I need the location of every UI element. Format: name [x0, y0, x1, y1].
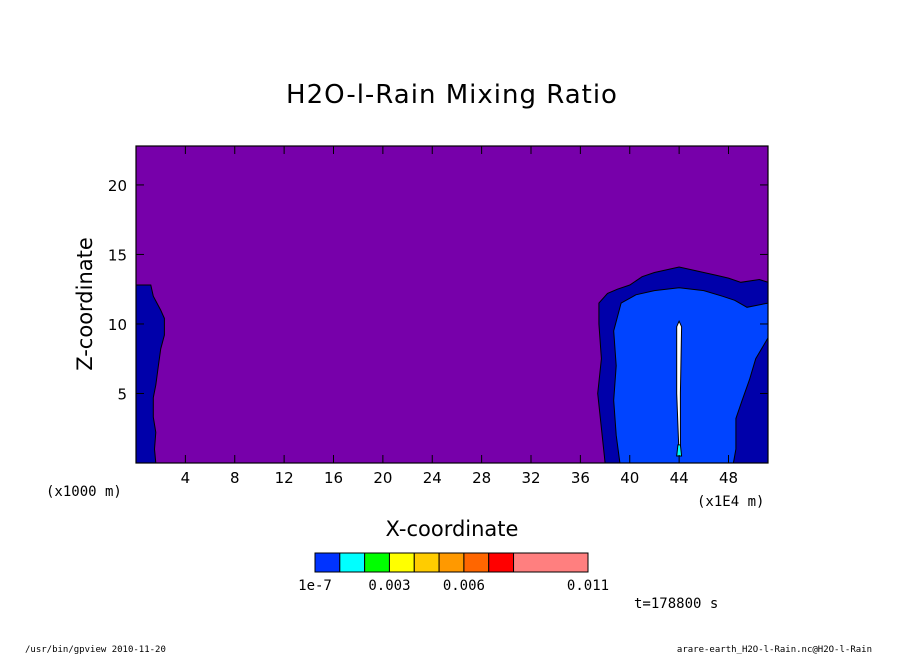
x-tick-label: 36	[571, 469, 590, 487]
plot-frame	[135, 145, 769, 464]
x-tick-label: 16	[324, 469, 343, 487]
region-shaft-base	[676, 444, 683, 457]
x-tick-label: 20	[373, 469, 392, 487]
colorbar: 1e-7 0.003 0.006 0.011	[298, 552, 609, 594]
x-tick-label: 44	[670, 469, 689, 487]
x-tick-label: 28	[472, 469, 491, 487]
colorbar-label: 0.011	[567, 578, 609, 594]
colorbar-swatch	[438, 552, 465, 573]
region-left-edge-rain	[135, 284, 165, 464]
x-unit-left: (x1000 m)	[46, 484, 122, 500]
colorbar-swatch	[463, 552, 490, 573]
colorbar-label: 0.006	[443, 578, 485, 594]
footer-right: arare-earth_H2O-l-Rain.nc@H2O-l-Rain	[677, 645, 872, 654]
x-tick-label: 48	[719, 469, 738, 487]
colorbar-swatch	[513, 552, 589, 573]
chart-title: H2O-l-Rain Mixing Ratio	[286, 80, 618, 110]
x-tick-label: 12	[275, 469, 294, 487]
footer-left: /usr/bin/gpview 2010-11-20	[25, 645, 166, 654]
colorbar-swatch	[314, 552, 341, 573]
colorbar-label: 0.003	[368, 578, 410, 594]
y-axis-label: Z-coordinate	[73, 237, 97, 371]
colorbar-swatch	[488, 552, 515, 573]
x-tick-label: 8	[230, 469, 240, 487]
y-tick-label: 20	[108, 177, 127, 195]
colorbar-label: 1e-7	[298, 578, 332, 594]
region-right-cloud-inner	[613, 287, 769, 464]
colorbar-swatch	[364, 552, 390, 573]
x-tick-label: 40	[620, 469, 639, 487]
time-annotation: t=178800 s	[634, 596, 718, 612]
colorbar-swatch	[339, 552, 366, 573]
colorbar-swatch	[413, 552, 440, 573]
x-unit-right: (x1E4 m)	[697, 494, 764, 510]
colorbar-swatch	[388, 552, 415, 573]
x-axis-label: X-coordinate	[386, 517, 519, 541]
x-tick-label: 24	[423, 469, 442, 487]
x-tick-label: 32	[521, 469, 540, 487]
y-tick-label: 15	[108, 246, 127, 264]
contour-regions	[135, 266, 769, 464]
y-tick-label: 10	[108, 316, 127, 334]
y-tick-label: 5	[117, 385, 127, 403]
x-tick-label: 4	[181, 469, 191, 487]
